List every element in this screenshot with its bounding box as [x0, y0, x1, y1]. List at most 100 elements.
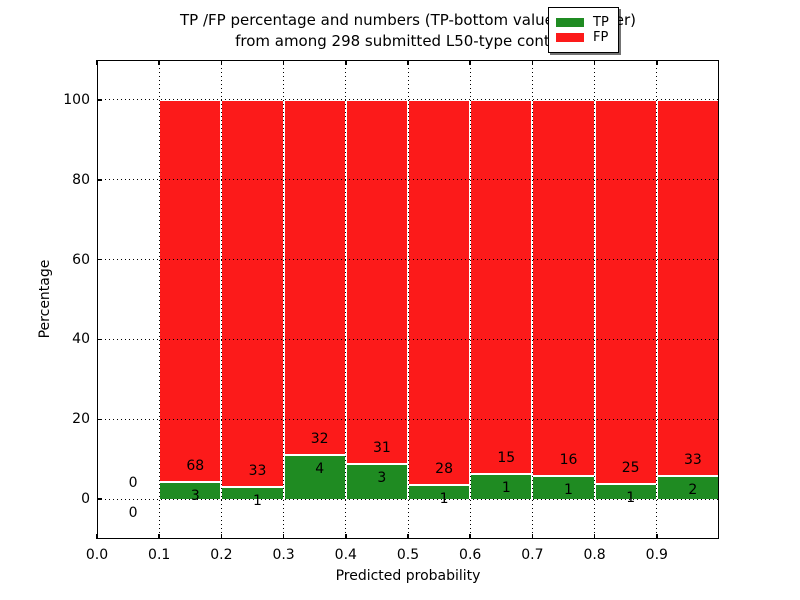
x-tick-mark [220, 534, 223, 539]
legend-label-fp: FP [593, 30, 609, 45]
x-gridline [469, 60, 471, 539]
y-tick-mark [97, 418, 102, 420]
tp-count-label: 3 [190, 488, 200, 505]
fp-count-label: 32 [310, 430, 329, 447]
y-tick-mark [97, 338, 102, 341]
x-tick-mark [531, 534, 534, 539]
x-tick-mark [469, 534, 471, 539]
tp-bar-segment [532, 475, 595, 500]
tp-count-label: 1 [626, 489, 636, 506]
x-tick-label: 0.6 [459, 547, 482, 563]
fp-bar-segment [470, 99, 533, 475]
x-tick-mark [531, 60, 534, 65]
fp-bar-segment [656, 99, 719, 477]
tp-count-label: 1 [564, 481, 573, 498]
fp-count-label: 0 [128, 475, 138, 492]
x-tick-mark [96, 534, 98, 539]
y-tick-label: 40 [72, 331, 90, 348]
tp-bar-segment [408, 485, 471, 500]
x-gridline [594, 60, 596, 539]
x-tick-label: 0.2 [210, 547, 233, 563]
x-gridline [220, 60, 222, 539]
plot-canvas: 0 0 68 3 33 1 32 4 31 3 28 1 15 1 16 1 25 1 33 2 [96, 60, 719, 539]
chart-title-line2: from among 298 submitted L50-type contac… [235, 32, 581, 50]
y-gridline [97, 179, 719, 181]
y-gridline [97, 99, 719, 101]
tp-count-label: 0 [128, 505, 138, 522]
tp-count-label: 2 [688, 482, 698, 499]
x-tick-mark [656, 534, 658, 539]
y-tick-label: 80 [72, 171, 90, 188]
tp-count-label: 3 [377, 469, 387, 486]
x-tick-mark [593, 534, 596, 539]
y-gridline [97, 338, 719, 340]
x-gridline [283, 60, 285, 539]
x-tick-label: 0.3 [272, 547, 295, 563]
y-tick-mark [97, 99, 102, 101]
tp-count-label: 1 [253, 493, 262, 510]
x-tick-mark [656, 60, 658, 65]
tp-bar-segment [594, 483, 657, 500]
x-tick-label: 0.5 [396, 547, 420, 563]
legend: TP FP [548, 7, 619, 53]
x-gridline [656, 60, 658, 539]
chart-title: TP /FP percentage and numbers (TP-bottom… [97, 10, 719, 52]
x-tick-label: 0.7 [521, 547, 544, 563]
x-tick-label: 0.8 [583, 547, 606, 563]
y-tick-label: 20 [72, 411, 90, 428]
x-tick-mark [282, 534, 285, 539]
fp-bar-segment [283, 99, 346, 455]
fp-count-label: 25 [621, 459, 640, 476]
x-gridline [158, 60, 160, 539]
x-tick-mark [96, 60, 98, 65]
x-tick-mark [407, 60, 409, 65]
x-gridline [96, 60, 98, 539]
fp-count-label: 33 [248, 463, 267, 480]
y-gridline [97, 498, 719, 500]
x-tick-mark [220, 60, 223, 65]
x-tick-mark [407, 534, 409, 539]
y-gridline [97, 418, 719, 420]
tp-count-label: 1 [501, 480, 511, 497]
fp-bar-segment [221, 99, 284, 488]
chart-title-line1: TP /FP percentage and numbers (TP-bottom… [180, 11, 636, 29]
x-tick-label: 0.4 [334, 547, 357, 563]
y-tick-label: 0 [81, 491, 90, 508]
x-tick-mark [469, 60, 471, 65]
legend-item-tp: TP [556, 16, 609, 29]
tp-bar-segment [345, 463, 408, 500]
fp-count-label: 33 [683, 452, 702, 469]
x-axis-label: Predicted probability [335, 568, 481, 584]
legend-item-fp: FP [556, 30, 609, 45]
x-tick-mark [158, 60, 160, 65]
x-tick-mark [345, 534, 347, 539]
fp-swatch [556, 33, 584, 42]
tp-count-label: 1 [439, 491, 449, 508]
fp-bar-segment [532, 99, 595, 476]
y-gridline [97, 259, 719, 261]
tp-bar-segment [470, 474, 533, 500]
x-tick-label: 0.9 [645, 547, 668, 563]
y-tick-label: 60 [72, 251, 90, 268]
fp-bar-segment [345, 99, 408, 464]
y-tick-mark [97, 258, 102, 261]
fp-count-label: 16 [559, 451, 578, 468]
x-tick-label: 0.1 [148, 547, 171, 563]
x-tick-label: 0.0 [85, 547, 109, 563]
x-tick-mark [282, 60, 285, 65]
x-gridline [345, 60, 347, 539]
fp-count-label: 15 [497, 450, 516, 467]
tp-bar-segment [221, 487, 284, 500]
tp-bar-segment [283, 454, 346, 500]
tp-swatch [556, 18, 584, 27]
y-tick-label: 100 [63, 91, 90, 108]
tp-count-label: 4 [315, 460, 325, 477]
y-axis-label: Percentage [37, 259, 53, 339]
fp-count-label: 68 [186, 458, 205, 475]
y-tick-mark [97, 179, 102, 181]
fp-bar-segment [594, 99, 657, 484]
x-tick-mark [345, 60, 347, 65]
tp-bar-segment [159, 482, 222, 500]
x-gridline [531, 60, 533, 539]
